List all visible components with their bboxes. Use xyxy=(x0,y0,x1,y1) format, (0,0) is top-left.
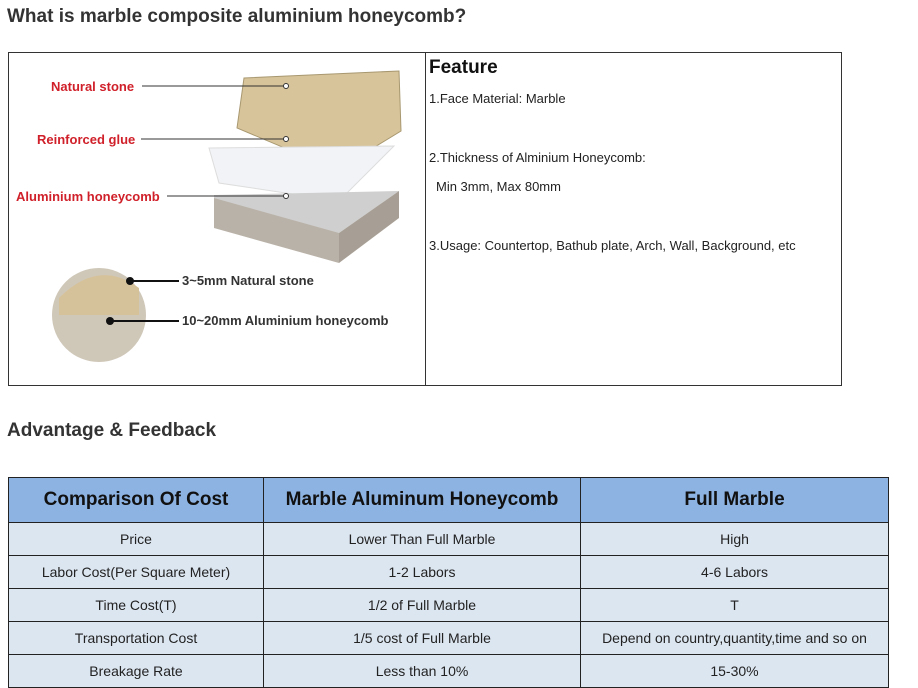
table-row: Price Lower Than Full Marble High xyxy=(8,522,889,556)
table-header-row: Comparison Of Cost Marble Aluminum Honey… xyxy=(8,477,889,523)
layer-diagram-svg: Natural stone Reinforced glue Aluminium … xyxy=(16,70,402,362)
table-row: Time Cost(T) 1/2 of Full Marble T xyxy=(8,588,889,622)
feature-title: Feature xyxy=(429,57,498,78)
feature-panel: Natural stone Reinforced glue Aluminium … xyxy=(8,52,842,386)
cell: Less than 10% xyxy=(263,654,581,688)
cell: 1/2 of Full Marble xyxy=(263,588,581,622)
page-heading: What is marble composite aluminium honey… xyxy=(7,6,467,27)
cell: 15-30% xyxy=(580,654,889,688)
cell: Price xyxy=(8,522,264,556)
label-stone-thickness: 3~5mm Natural stone xyxy=(182,273,314,288)
detail-stone xyxy=(59,275,139,315)
feature-item: 2.Thickness of Alminium Honeycomb: xyxy=(429,150,646,165)
feature-item: 3.Usage: Countertop, Bathub plate, Arch,… xyxy=(429,238,796,253)
honeycomb-side xyxy=(214,198,339,263)
cell: High xyxy=(580,522,889,556)
table-row: Transportation Cost 1/5 cost of Full Marb… xyxy=(8,621,889,655)
feature-item: 1.Face Material: Marble xyxy=(429,91,566,106)
cell: 1-2 Labors xyxy=(263,555,581,589)
column-header: Full Marble xyxy=(580,477,889,523)
cost-comparison-table: Comparison Of Cost Marble Aluminum Honey… xyxy=(8,477,889,688)
table-row: Labor Cost(Per Square Meter) 1-2 Labors 4-… xyxy=(8,555,889,589)
table-row: Breakage Rate Less than 10% 15-30% xyxy=(8,654,889,688)
label-honeycomb-thickness: 10~20mm Aluminium honeycomb xyxy=(182,313,389,328)
cell: 4-6 Labors xyxy=(580,555,889,589)
cell: Labor Cost(Per Square Meter) xyxy=(8,555,264,589)
composite-structure-diagram: Natural stone Reinforced glue Aluminium … xyxy=(9,53,426,385)
column-header: Marble Aluminum Honeycomb xyxy=(263,477,581,523)
label-reinforced-glue: Reinforced glue xyxy=(37,132,135,147)
cell: 1/5 cost of Full Marble xyxy=(263,621,581,655)
cell: Breakage Rate xyxy=(8,654,264,688)
column-header: Comparison Of Cost xyxy=(8,477,264,523)
feature-list: Feature 1.Face Material: Marble 2.Thickn… xyxy=(429,57,796,253)
cell: Time Cost(T) xyxy=(8,588,264,622)
cell: T xyxy=(580,588,889,622)
honeycomb-side-right xyxy=(339,191,399,263)
cell: Transportation Cost xyxy=(8,621,264,655)
label-aluminium-honeycomb: Aluminium honeycomb xyxy=(16,189,160,204)
label-natural-stone: Natural stone xyxy=(51,79,134,94)
cell: Lower Than Full Marble xyxy=(263,522,581,556)
cell: Depend on country,quantity,time and so o… xyxy=(580,621,889,655)
feature-item: Min 3mm, Max 80mm xyxy=(436,179,561,194)
section-heading: Advantage & Feedback xyxy=(7,420,217,441)
